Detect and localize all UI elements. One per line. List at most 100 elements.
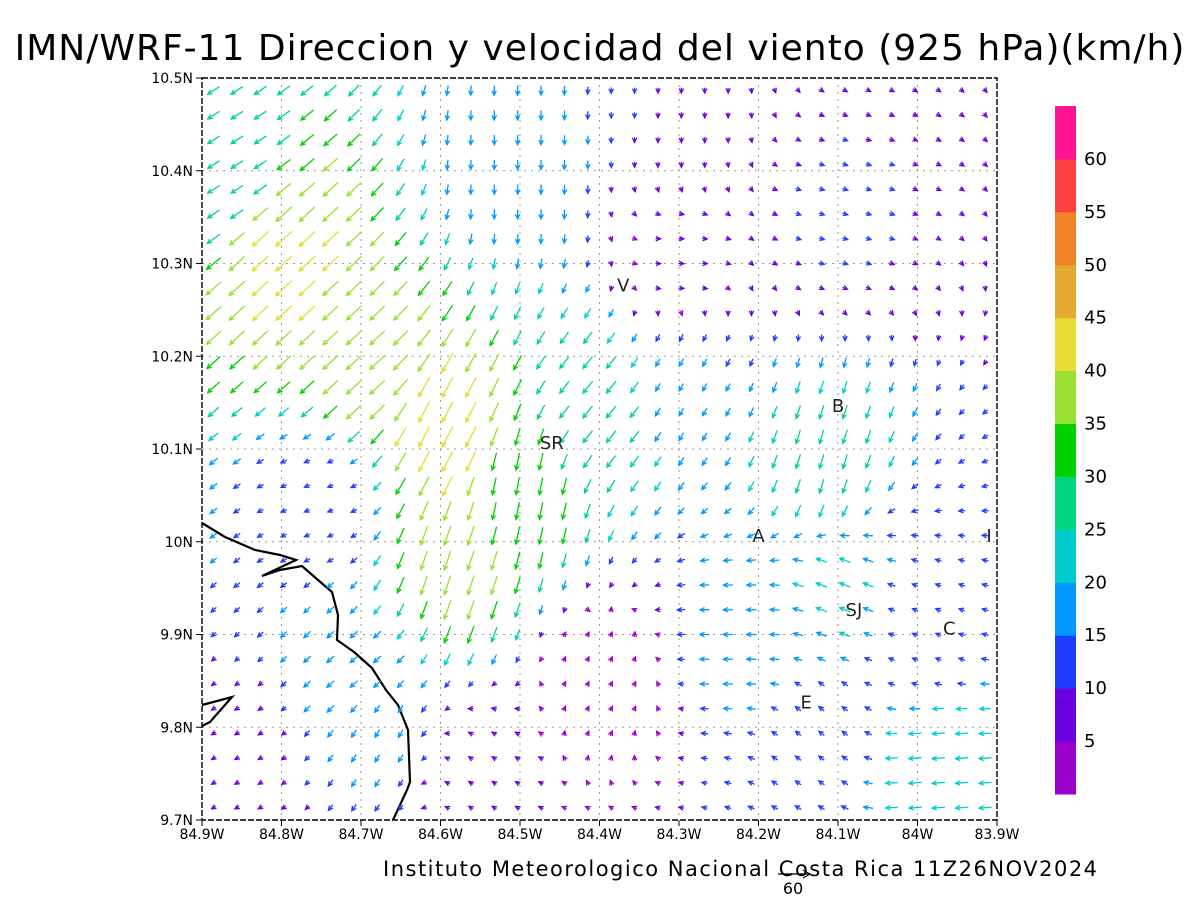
wind-vector [678,407,685,418]
wind-vector [656,680,662,687]
wind-vector [653,557,662,563]
wind-vector [817,730,825,737]
wind-vector [444,134,451,147]
wind-vector [253,110,267,120]
wind-vector [370,182,384,197]
wind-vector [279,532,287,538]
wind-vector [274,280,293,297]
wind-vector [630,805,638,811]
wind-vector [842,211,850,217]
wind-vector [678,210,686,217]
wind-vector [677,706,684,712]
wind-vector [298,305,316,322]
wind-vector [745,631,757,638]
wind-vector [205,355,221,370]
colorbar-segment [1055,582,1076,636]
wind-vector [279,557,288,563]
wind-vector [210,730,217,736]
lon-tick-label: 84.8W [259,827,304,843]
wind-vector [982,260,988,268]
wind-vector [701,186,707,194]
wind-vector [791,606,804,613]
wind-vector [373,605,382,616]
wind-vector [724,186,730,193]
wind-vector [930,730,945,737]
wind-vector [326,606,335,615]
wind-vector [229,355,245,370]
wind-vector [936,359,942,367]
wind-vector [699,532,709,539]
wind-vector [816,656,826,662]
wind-vector [865,161,873,167]
wind-vector [538,233,544,246]
wind-vector [444,680,451,689]
wind-vector [794,405,802,420]
wind-vector [884,780,898,786]
wind-vector [374,729,381,739]
wind-vector [467,653,475,667]
wind-vector [930,755,945,762]
wind-vector [865,136,873,142]
wind-vector [276,134,291,146]
wind-vector [884,730,898,737]
wind-vector [490,305,499,322]
wind-vector [842,235,850,242]
wind-vector [724,482,732,491]
wind-vector [888,235,896,241]
wind-vector [538,605,544,616]
wind-vector [912,285,919,291]
wind-vector [514,805,521,811]
wind-vector [210,804,217,810]
wind-vector [654,581,661,588]
wind-vector [768,656,780,662]
wind-vector [818,235,826,241]
wind-vector [537,452,544,472]
wind-vector [514,629,521,641]
wind-vector [275,182,292,197]
wind-vector [935,186,943,192]
wind-vector [608,87,614,95]
wind-vector [723,507,732,515]
wind-vector [582,380,594,395]
wind-vector [795,381,801,395]
wind-vector [818,111,826,117]
wind-vector [321,206,339,223]
wind-vector [233,705,240,711]
wind-vector [630,505,639,517]
wind-vector [841,454,848,470]
wind-vector [560,527,567,545]
wind-vector [514,184,521,196]
wind-vector [865,285,873,291]
wind-vector [372,109,383,122]
wind-vector [795,210,803,217]
wind-vector [981,409,989,415]
wind-vector [933,532,942,539]
wind-vector [345,305,362,321]
wind-vector [538,134,544,147]
wind-vector [795,284,802,291]
lon-tick-label: 84.9W [179,827,224,843]
wind-vector [605,380,617,395]
wind-vector [372,680,382,689]
wind-vector [561,234,568,245]
colorbar-segment [1055,264,1076,319]
wind-vector [678,137,685,145]
wind-vector [818,334,825,343]
wind-vector [608,186,614,194]
wind-vector [957,483,966,489]
lon-tick-label: 84W [902,827,934,843]
wind-vector [911,457,919,467]
wind-vector [678,186,684,194]
place-label: B [832,396,844,417]
wind-vector [699,557,709,564]
wind-vector [608,136,614,145]
wind-vector [654,186,661,194]
wind-vector [228,256,246,272]
wind-vector [444,208,451,221]
wind-vector [794,730,802,737]
wind-vector [794,705,802,712]
wind-vector [347,431,361,443]
wind-vector [842,260,850,266]
wind-vector [957,607,965,613]
wind-vector [466,705,474,712]
